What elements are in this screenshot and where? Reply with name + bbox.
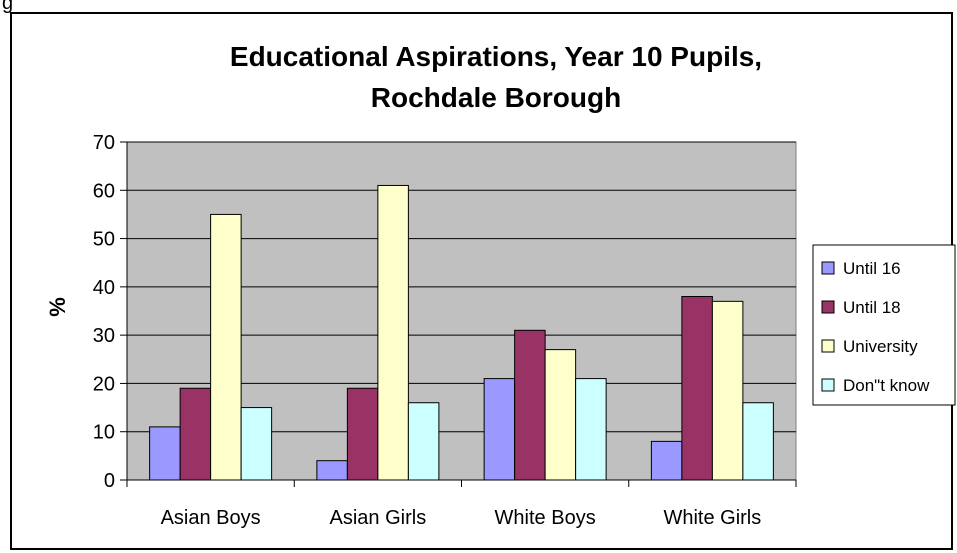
x-tick-labels: Asian Boys Asian Girls White Boys White Gir… <box>161 507 762 529</box>
y-tick-label: 70 <box>93 132 115 154</box>
bar <box>346 387 379 481</box>
bar <box>514 329 546 481</box>
legend: Until 16 Until 18 University Don"t know <box>812 244 956 406</box>
legend-swatch <box>821 261 835 275</box>
y-tick-label: 20 <box>93 373 115 395</box>
bar <box>210 213 242 481</box>
y-tick-label: 0 <box>104 470 115 492</box>
bar <box>149 426 181 481</box>
legend-swatch <box>821 378 835 392</box>
axes <box>120 141 797 487</box>
chart-title-line-1: Educational Aspirations, Year 10 Pupils, <box>230 41 762 72</box>
x-tick-label: Asian Boys <box>161 507 261 529</box>
x-tick-label: White Girls <box>663 507 761 529</box>
legend-label: Until 18 <box>843 298 901 317</box>
chart-title-line-2: Rochdale Borough <box>371 82 621 113</box>
figure-label: g <box>2 0 14 14</box>
bar <box>544 349 577 481</box>
y-tick-label: 60 <box>93 180 115 202</box>
legend-box <box>812 244 956 406</box>
bar <box>742 402 774 481</box>
bar <box>650 440 683 481</box>
legend-label: Don"t know <box>843 376 930 395</box>
legend-label: Until 16 <box>843 259 901 278</box>
x-tick-label: Asian Girls <box>330 507 427 529</box>
y-tick-label: 30 <box>93 325 115 347</box>
bar <box>240 407 273 481</box>
legend-swatch <box>821 339 835 353</box>
y-tick-labels: 0 10 20 30 40 50 60 70 <box>93 132 115 492</box>
bar <box>316 460 348 481</box>
bar <box>711 300 744 481</box>
bar <box>407 402 440 481</box>
bar <box>575 378 607 481</box>
bar <box>681 296 713 481</box>
bar <box>179 387 212 481</box>
y-tick-label: 40 <box>93 277 115 299</box>
y-axis-label: % <box>45 297 70 317</box>
x-tick-label: White Boys <box>495 507 596 529</box>
bars <box>149 184 774 481</box>
bar <box>377 184 409 481</box>
bar <box>483 378 516 481</box>
legend-swatch <box>821 300 835 314</box>
y-tick-label: 50 <box>93 229 115 251</box>
legend-label: University <box>843 337 918 356</box>
y-tick-label: 10 <box>93 422 115 444</box>
